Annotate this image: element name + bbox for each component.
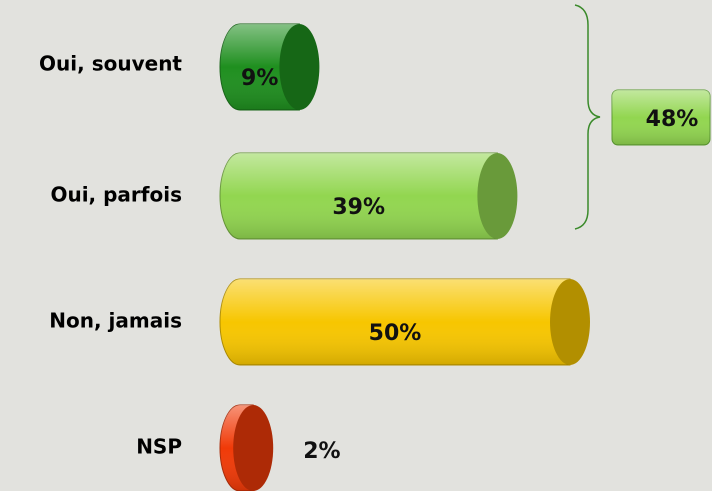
bar <box>219 404 274 491</box>
y-tick-label: Non, jamais <box>49 309 182 333</box>
bar <box>219 152 518 240</box>
bar-cap <box>550 279 590 365</box>
value-label: 39% <box>332 195 385 220</box>
bar <box>219 23 320 111</box>
y-tick-label: Oui, parfois <box>50 183 182 207</box>
brace <box>574 4 601 230</box>
annotation-text: 48% <box>646 107 699 132</box>
bar-body-shade <box>220 279 570 365</box>
value-label: 2% <box>303 439 340 464</box>
bar-cap <box>477 153 518 239</box>
y-tick-label: NSP <box>136 435 182 459</box>
bar-cap <box>233 405 274 491</box>
value-label: 9% <box>241 66 278 91</box>
bar-cap <box>279 24 320 110</box>
value-label: 50% <box>369 321 422 346</box>
bar-body-shade <box>220 153 498 239</box>
bar <box>219 278 590 366</box>
y-tick-label: Oui, souvent <box>39 52 182 76</box>
bar-body-shade <box>220 24 300 110</box>
annotation-shade <box>612 90 710 145</box>
